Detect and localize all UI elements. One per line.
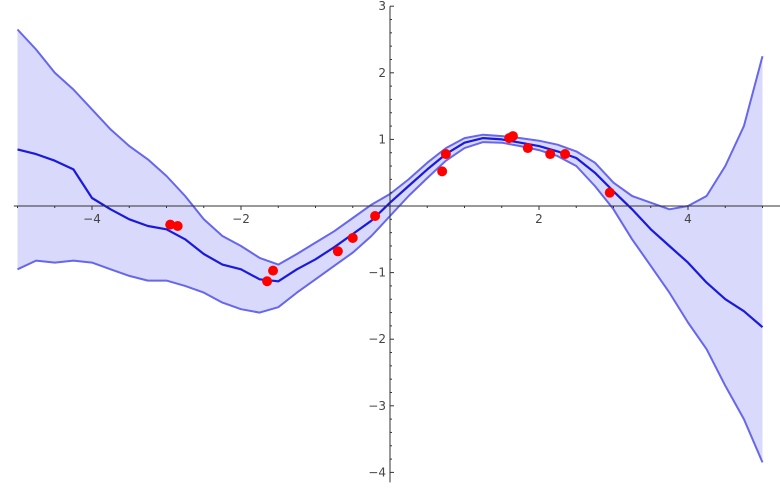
- y-tick-label: 2: [378, 66, 386, 80]
- data-point: [437, 166, 448, 177]
- y-tick-label: 3: [378, 0, 386, 13]
- data-point: [522, 143, 533, 154]
- x-tick-label: −2: [232, 212, 250, 226]
- data-point: [165, 219, 176, 230]
- axes: [13, 6, 780, 483]
- data-point: [507, 131, 518, 142]
- x-tick-label: 2: [535, 212, 543, 226]
- y-tick-label: −2: [368, 332, 386, 346]
- ticks: −4 −2 2 4 −4 −3 −2 −1 1 2 3: [17, 0, 763, 479]
- band-area: [17, 29, 763, 463]
- data-point: [604, 187, 615, 198]
- data-point: [370, 210, 381, 221]
- y-tick-label: −3: [368, 399, 386, 413]
- data-point: [560, 149, 571, 160]
- y-tick-label: 1: [378, 132, 386, 146]
- y-tick-label: −1: [368, 266, 386, 280]
- data-points: [165, 131, 615, 287]
- data-point: [332, 246, 343, 257]
- data-point: [440, 149, 451, 160]
- data-point: [268, 265, 279, 276]
- x-tick-label: 4: [684, 212, 692, 226]
- data-point: [347, 232, 358, 243]
- data-point: [545, 149, 556, 160]
- x-tick-label: −4: [83, 212, 101, 226]
- data-point: [172, 220, 183, 231]
- confidence-band: [17, 29, 763, 463]
- data-point: [262, 276, 273, 287]
- y-tick-label: −4: [368, 465, 386, 479]
